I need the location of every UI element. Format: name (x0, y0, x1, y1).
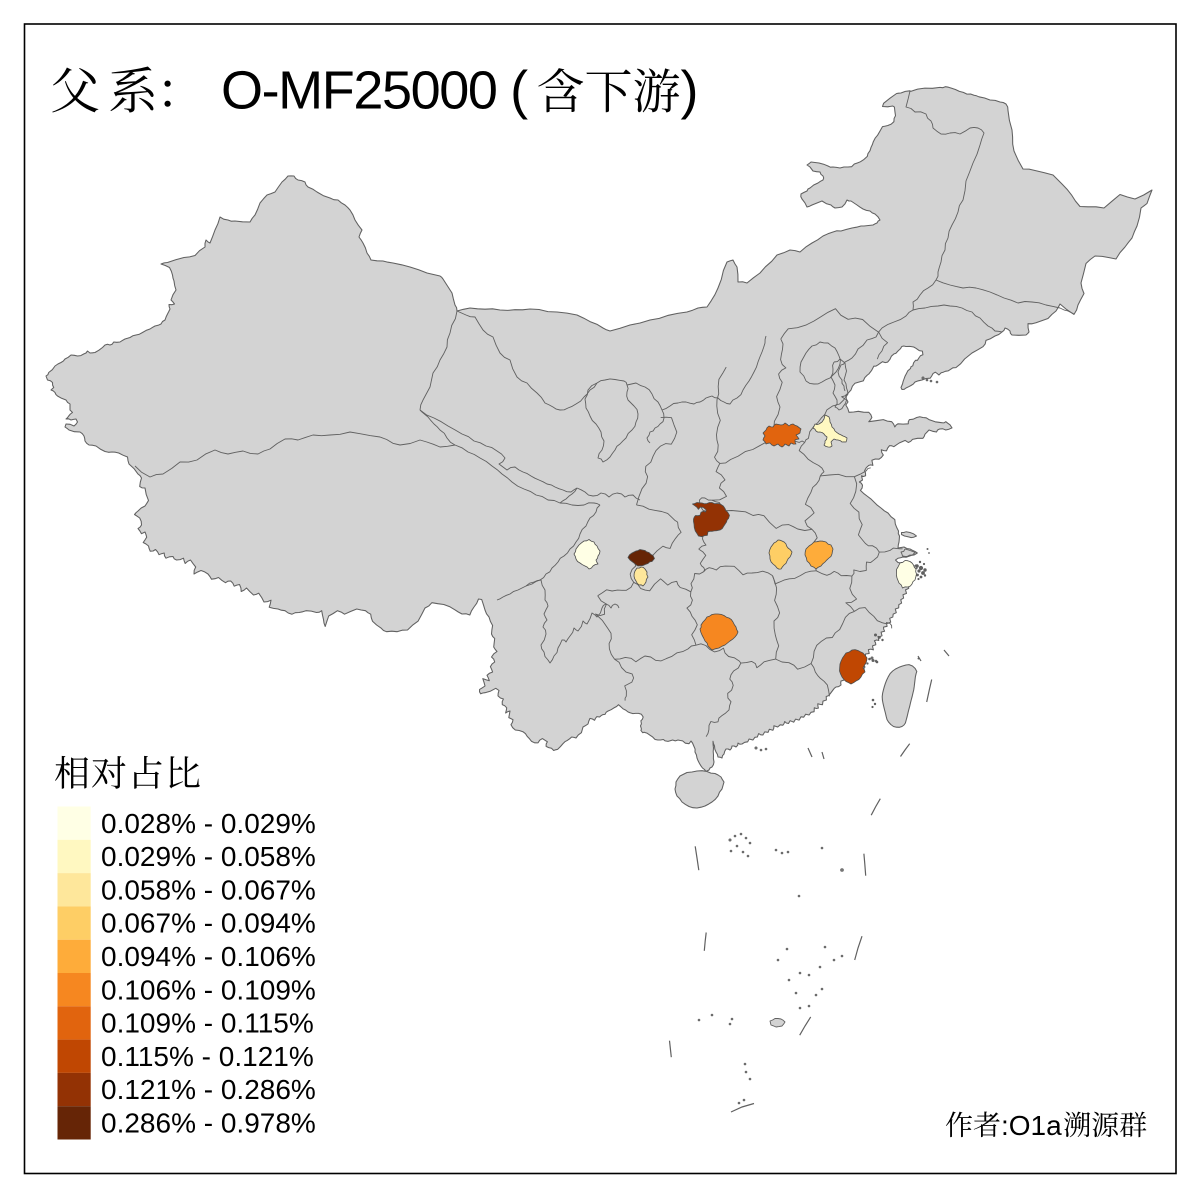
svg-text:0.058% - 0.067%: 0.058% - 0.067% (101, 874, 316, 905)
svg-text:0.121% - 0.286%: 0.121% - 0.286% (101, 1074, 316, 1105)
svg-text:0.029% - 0.058%: 0.029% - 0.058% (101, 841, 316, 872)
svg-text:0.286% - 0.978%: 0.286% - 0.978% (101, 1108, 316, 1139)
svg-text:0.106% - 0.109%: 0.106% - 0.109% (101, 974, 316, 1005)
svg-text::O1a: :O1a (1001, 1110, 1062, 1141)
svg-text:0.115% - 0.121%: 0.115% - 0.121% (101, 1041, 314, 1072)
svg-text:0.028% - 0.029%: 0.028% - 0.029% (101, 808, 316, 839)
svg-text:O-MF25000 (: O-MF25000 ( (221, 61, 528, 121)
svg-text:): ) (681, 61, 698, 121)
svg-text:0.109% - 0.115%: 0.109% - 0.115% (101, 1008, 314, 1039)
svg-text:0.067% - 0.094%: 0.067% - 0.094% (101, 908, 316, 939)
svg-text:0.094% - 0.106%: 0.094% - 0.106% (101, 941, 316, 972)
